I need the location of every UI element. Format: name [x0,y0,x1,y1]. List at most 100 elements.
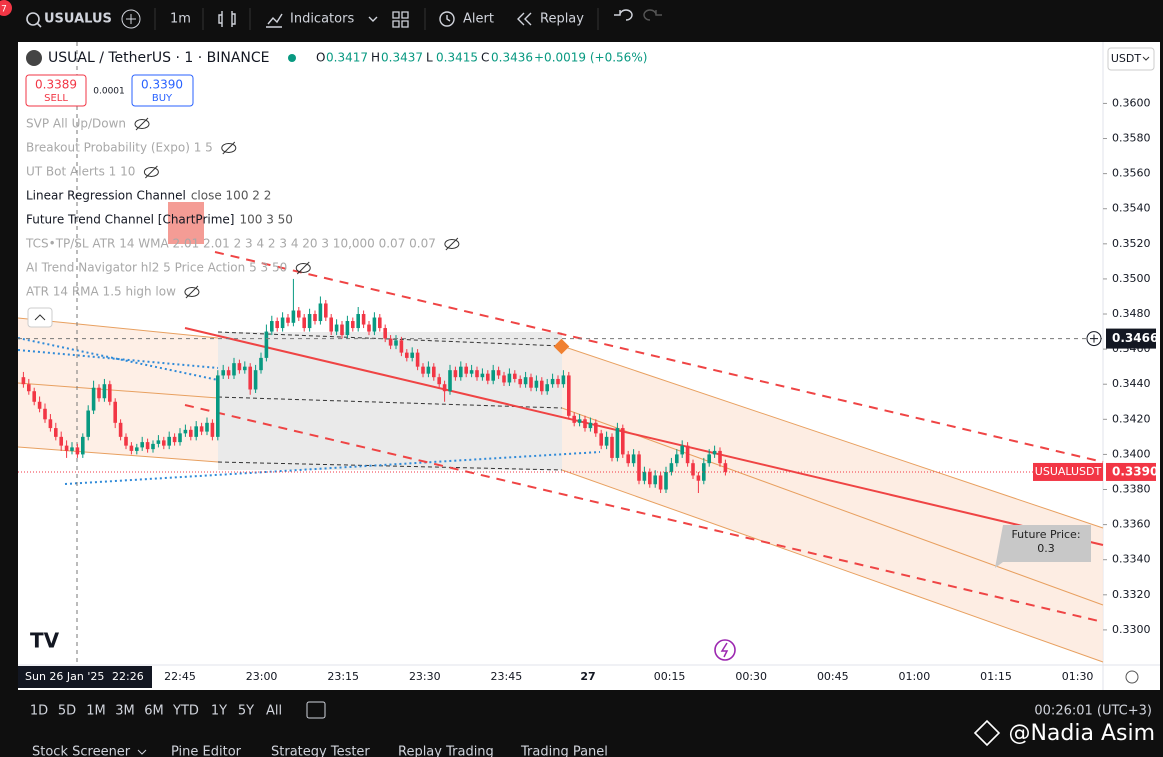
candle-body [610,436,614,458]
ohlc-key: O [316,51,325,65]
candle-body [43,408,47,420]
candle-body [545,384,549,392]
search-icon [26,12,40,26]
goto-date-button[interactable] [306,701,326,719]
candle-body [658,475,663,490]
symbol-search[interactable]: USUALUS [44,12,112,27]
indicator-name[interactable]: Future Trend Channel [ChartPrime] [26,213,234,227]
x-tick-label: 27 [580,670,595,683]
range-button[interactable]: 1Y [211,704,227,719]
hidden-icon[interactable] [184,287,200,297]
chart-type-button[interactable] [218,11,236,27]
buy-label: BUY [152,93,173,104]
candle-body [405,352,409,358]
candle-body [631,454,636,464]
candle-body [621,428,625,455]
regression-upper [214,251,1104,463]
notification-badge[interactable] [0,0,12,16]
hidden-icon [135,117,149,131]
candle-body [367,324,371,332]
candle-body [113,401,117,423]
range-button[interactable]: 1D [30,704,48,719]
candle-body [712,450,717,455]
y-tick-label: 0.3420 [1112,412,1151,425]
interval-button[interactable]: 1m [170,12,191,27]
candle-body [507,373,512,383]
candle-body [399,340,404,353]
candle-body [642,471,647,481]
search-icon [36,22,42,28]
indicator-name[interactable]: TCS•TP/SL ATR 14 WMA 2.01 2.01 2 3 4 2 3… [25,237,436,251]
range-button[interactable]: All [266,704,282,719]
dropdown-arrow[interactable] [368,16,378,22]
currency-button[interactable] [1107,47,1155,71]
range-button[interactable]: YTD [172,704,199,719]
sell-button[interactable] [25,74,87,107]
candle-body [577,419,582,423]
indicator-name[interactable]: UT Bot Alerts 1 10 [26,165,135,179]
ohlc-value: 0.3437 [381,51,423,65]
hidden-icon[interactable] [295,263,311,273]
x-tick-label: 00:30 [735,670,767,683]
x-tick-label: 23:45 [491,670,523,683]
candle-body [723,463,728,472]
hidden-icon[interactable] [134,119,150,129]
candle-body [464,366,468,374]
range-line [217,331,563,347]
future-price-value: 0.3 [1037,542,1055,555]
candle-body [378,317,382,329]
range-button[interactable]: 5Y [238,704,254,719]
candle-body [264,331,269,358]
range-button[interactable]: 3M [115,704,135,719]
hidden-icon[interactable] [221,143,237,153]
candle-body [135,447,139,451]
range-button[interactable]: 5D [58,704,76,719]
candle-body [216,375,220,437]
hidden-icon[interactable] [444,239,460,249]
candle-body [59,436,63,446]
redo-button[interactable] [643,9,662,21]
hidden-icon[interactable] [143,167,159,177]
indicator-name[interactable]: AI Trend Navigator hl2 5 Price Action 5 … [26,261,287,275]
settings-button[interactable] [1125,670,1139,684]
alert-button[interactable]: Alert [463,12,494,27]
candle-body [199,426,204,432]
notification-count: 7 [1,5,7,15]
indicators-button[interactable]: Indicators [290,12,354,27]
hidden-icon [222,141,236,155]
candle-body [102,384,107,399]
candle-body [313,314,317,322]
collapse-button[interactable] [27,307,53,328]
candle-body [421,366,425,374]
candle-body [669,463,674,472]
events-icon[interactable] [714,639,736,661]
spread: 0.0001 [93,87,125,97]
y-tick-label: 0.3320 [1112,588,1151,601]
candle-body [496,370,501,376]
candle-body [91,387,96,411]
buy-button[interactable] [131,74,194,107]
tv-logo: TV [30,629,60,653]
panel-tab[interactable]: Strategy Tester [271,745,370,757]
buy-price: 0.3390 [141,78,183,92]
indicator-name[interactable]: Linear Regression Channel [26,189,186,203]
candle-body [448,370,452,392]
channel-line [17,446,219,463]
candle-body [232,363,236,376]
candle-body [437,377,441,385]
dropdown-arrow[interactable] [137,749,147,755]
panel-tab[interactable]: Stock Screener [32,745,131,757]
indicator-name[interactable]: SVP All Up/Down [26,117,126,131]
range-button[interactable]: 6M [144,704,164,719]
compare-button[interactable] [121,9,141,29]
range-button[interactable]: 1M [86,704,106,719]
panel-tab[interactable]: Replay Trading [398,745,494,757]
undo-button[interactable] [614,9,633,21]
indicator-name[interactable]: Breakout Probability (Expo) 1 5 [26,141,213,155]
indicator-name[interactable]: ATR 14 RMA 1.5 high low [26,285,176,299]
layouts-button[interactable] [392,11,409,28]
panel-tab[interactable]: Trading Panel [520,745,608,757]
replay-button[interactable]: Replay [540,12,584,27]
panel-tab[interactable]: Pine Editor [171,745,242,757]
candle-body [70,447,74,451]
